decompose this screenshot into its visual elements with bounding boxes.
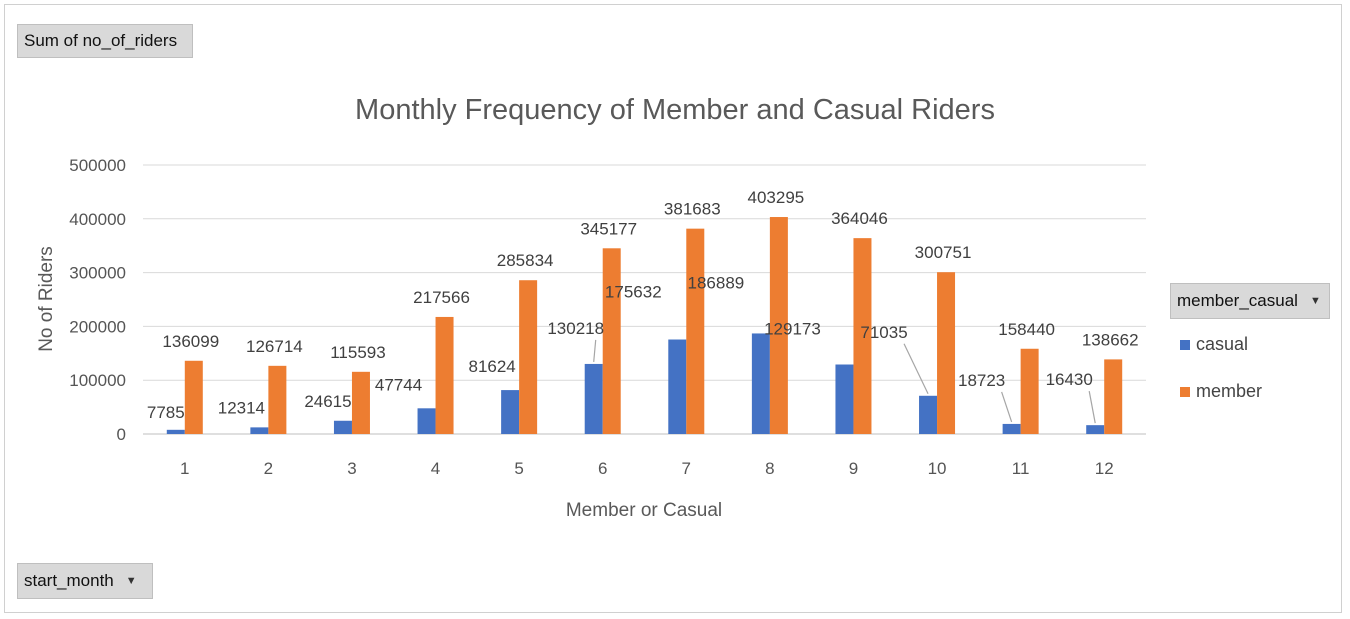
x-tick-label: 8 <box>765 459 774 478</box>
legend-field-button[interactable]: member_casual ▼ <box>1170 283 1330 319</box>
dropdown-arrow-icon: ▼ <box>1309 295 1321 307</box>
leader-line <box>903 343 929 395</box>
leader-line <box>1088 391 1096 424</box>
data-label-casual: 175632 <box>605 283 662 302</box>
data-label-member: 381683 <box>664 200 721 219</box>
value-field-button[interactable]: Sum of no_of_riders <box>17 24 193 58</box>
bar-member-5 <box>519 280 538 434</box>
bar-casual-3 <box>333 420 352 434</box>
data-label-member: 115593 <box>330 343 385 362</box>
x-tick-label: 12 <box>1095 459 1114 478</box>
data-label-casual: 16430 <box>1046 370 1093 389</box>
x-tick-label: 1 <box>180 459 189 478</box>
data-label-member: 158440 <box>998 320 1055 339</box>
data-label-member: 403295 <box>748 188 805 207</box>
x-tick-label: 5 <box>514 459 523 478</box>
x-tick-label: 7 <box>682 459 691 478</box>
bar-member-1 <box>184 360 203 434</box>
leader-line <box>1001 391 1013 423</box>
data-label-member: 364046 <box>831 209 888 228</box>
bar-casual-6 <box>584 363 603 434</box>
chart-frame <box>4 4 1342 613</box>
bar-casual-12 <box>1086 425 1105 434</box>
data-label-member: 300751 <box>915 243 972 262</box>
bar-casual-7 <box>668 339 687 434</box>
bar-member-2 <box>268 365 287 434</box>
value-field-label: Sum of no_of_riders <box>24 31 178 50</box>
bar-member-12 <box>1104 359 1123 434</box>
bar-casual-4 <box>417 408 436 434</box>
bar-member-9 <box>853 238 872 434</box>
x-tick-label: 10 <box>928 459 947 478</box>
x-tick-label: 9 <box>849 459 858 478</box>
y-tick-label: 500000 <box>69 156 126 175</box>
legend-swatch-member <box>1180 386 1190 397</box>
bar-member-4 <box>435 316 454 434</box>
data-label-member: 136099 <box>162 332 219 351</box>
x-tick-label: 4 <box>431 459 440 478</box>
dropdown-arrow-icon: ▼ <box>125 575 137 587</box>
bar-member-6 <box>602 248 621 434</box>
chart-title: Monthly Frequency of Member and Casual R… <box>355 94 995 126</box>
bar-casual-8 <box>751 333 770 434</box>
data-label-member: 217566 <box>413 288 470 307</box>
bar-member-11 <box>1020 348 1039 434</box>
legend-field-label: member_casual <box>1177 291 1298 310</box>
data-label-casual: 7785 <box>147 403 185 422</box>
data-label-casual: 129173 <box>764 320 821 339</box>
data-label-casual: 12314 <box>218 398 265 417</box>
legend-item-member: member <box>1180 381 1262 402</box>
legend-item-casual: casual <box>1180 334 1248 355</box>
x-tick-label: 6 <box>598 459 607 478</box>
y-tick-label: 100000 <box>69 371 126 390</box>
bar-casual-2 <box>250 427 269 434</box>
bar-member-8 <box>769 217 788 434</box>
data-label-casual: 186889 <box>688 273 745 292</box>
bar-member-10 <box>937 272 956 434</box>
axis-field-button[interactable]: start_month ▼ <box>17 563 153 599</box>
bar-casual-10 <box>919 395 938 434</box>
data-label-member: 345177 <box>580 219 637 238</box>
legend-swatch-casual <box>1180 339 1190 350</box>
bar-member-3 <box>351 371 370 434</box>
x-tick-label: 2 <box>264 459 273 478</box>
data-label-member: 126714 <box>246 337 303 356</box>
bar-casual-11 <box>1002 423 1021 434</box>
gridlines <box>143 164 1146 435</box>
axis-field-label: start_month <box>24 571 114 590</box>
data-label-casual: 18723 <box>958 371 1005 390</box>
bar-casual-5 <box>501 390 520 434</box>
data-label-casual: 71035 <box>860 323 907 342</box>
x-axis-title: Member or Casual <box>566 500 722 521</box>
data-label-casual: 130218 <box>547 319 604 338</box>
bars <box>166 217 1123 434</box>
data-label-casual: 81624 <box>468 357 515 376</box>
y-tick-label: 200000 <box>69 317 126 336</box>
data-label-member: 285834 <box>497 251 554 270</box>
leader-line <box>593 339 597 362</box>
data-labels: 136099 7785 126714 12314 115593 24615 217566 47… <box>147 188 1139 424</box>
legend-label-casual: casual <box>1196 334 1249 354</box>
legend-label-member: member <box>1196 381 1263 401</box>
y-tick-label: 0 <box>117 425 126 444</box>
x-tick-label: 3 <box>347 459 356 478</box>
y-axis-title: No of Riders <box>36 246 57 352</box>
y-tick-label: 300000 <box>69 264 126 283</box>
bar-member-7 <box>686 228 705 434</box>
y-tick-label: 400000 <box>69 210 126 229</box>
bar-casual-1 <box>166 429 185 434</box>
x-tick-label: 11 <box>1012 459 1030 478</box>
data-label-member: 138662 <box>1082 330 1139 349</box>
data-label-casual: 24615 <box>304 392 351 411</box>
data-label-casual: 47744 <box>375 375 422 394</box>
bar-casual-9 <box>835 364 854 434</box>
